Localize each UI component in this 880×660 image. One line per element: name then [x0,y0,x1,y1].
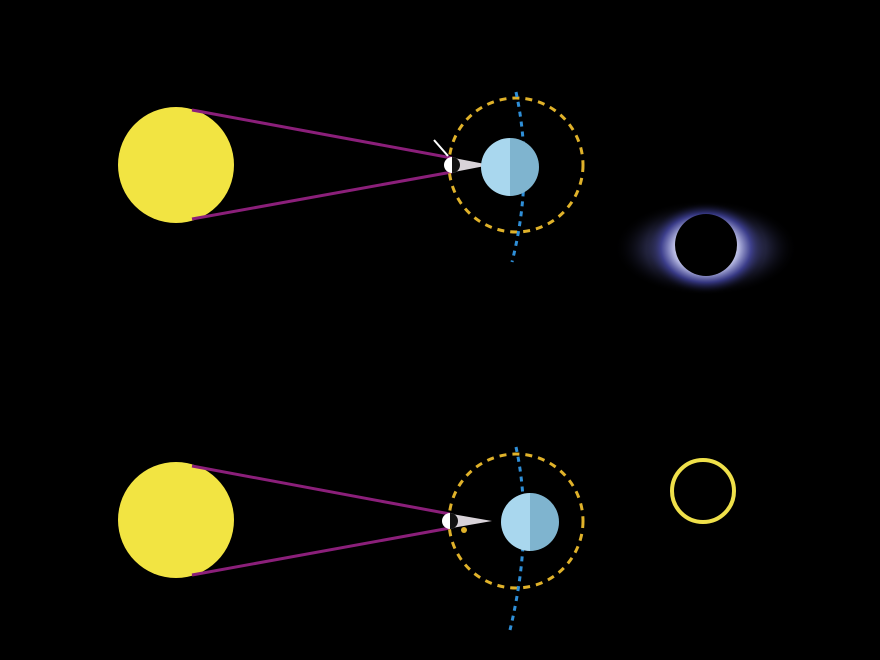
moon-shadow-cone-bottom [452,514,492,528]
pointer-line-top [433,139,449,157]
annular-ring-result [670,458,736,524]
corona-result [614,200,798,296]
total-eclipse-panel [118,91,798,296]
ray-lower-top [191,170,453,221]
earth-bottom [501,493,559,551]
annular-eclipse-panel [118,446,736,631]
moon-top [444,157,460,173]
moon-shadow-cone-top [454,158,490,172]
ray-upper-bottom [191,464,451,516]
earth-axis-bottom [508,446,526,631]
sun-top [118,107,234,223]
ray-upper-top [191,108,453,160]
marker-dot-bottom [461,527,467,533]
moon-bottom [442,513,458,529]
earth-top [481,138,539,196]
sun-bottom [118,462,234,578]
ray-lower-bottom [191,526,451,577]
